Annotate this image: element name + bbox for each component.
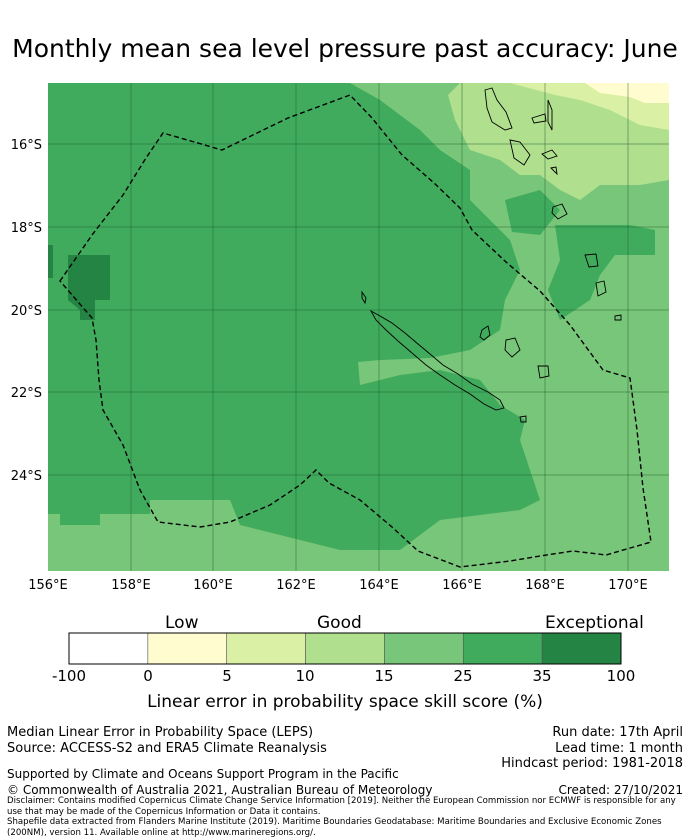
pentecost-island [547, 99, 553, 131]
copyright-text: © Commonwealth of Australia 2021, Austra… [7, 783, 433, 797]
map-title: Monthly mean sea level pressure past acc… [12, 34, 678, 63]
epi-island [550, 166, 558, 176]
colorbar-block-0 [68, 632, 149, 665]
graticule [48, 83, 669, 571]
lon-tick-166: 166°E [442, 578, 482, 593]
lat-tick-22s: 22°S [11, 386, 42, 401]
skill-field-0-5 [585, 83, 669, 103]
erromango-island [584, 253, 599, 268]
espiritu-santo-island [484, 87, 513, 131]
lon-tick-156: 156°E [28, 578, 68, 593]
lon-tick-170: 170°E [608, 578, 648, 593]
lifou-island [504, 337, 521, 358]
colorbar-category-exceptional: Exceptional [545, 613, 644, 633]
lead-time: Lead time: 1 month [555, 741, 683, 756]
colorbar [68, 632, 622, 665]
lat-tick-24s: 24°S [11, 469, 42, 484]
method-text: Median Linear Error in Probability Space… [7, 725, 314, 740]
skill-field-35-100-edge [48, 245, 53, 278]
disclaimer-block: Disclaimer: Contains modified Copernicus… [7, 796, 687, 838]
new-caledonia-island [369, 309, 505, 411]
colorbar-block-4 [384, 632, 464, 665]
lon-tick-158: 158°E [111, 578, 151, 593]
skill-field-10-15 [448, 83, 669, 200]
skill-field-25-35-east [548, 225, 655, 320]
aneityum-island [614, 314, 622, 321]
lat-tick-16s: 16°S [11, 138, 42, 153]
lat-tick-20s: 20°S [11, 304, 42, 319]
lon-tick-164: 164°E [359, 578, 399, 593]
shapefile-credit: Shapefile data extracted from Flanders M… [7, 817, 662, 838]
colorbar-tick-100: 100 [606, 667, 636, 685]
mare-island [537, 365, 550, 379]
colorbar-tick-25: 25 [453, 667, 473, 685]
colorbar-label: Linear error in probability space skill … [147, 692, 543, 712]
efate-island [551, 203, 568, 220]
colorbar-tick-15: 15 [374, 667, 394, 685]
colorbar-block-3 [305, 632, 385, 665]
support-text: Supported by Climate and Oceans Support … [7, 767, 399, 781]
colorbar-tick-m100: -100 [51, 667, 87, 685]
ambae-island [531, 113, 547, 124]
skill-field-25-35-ne [505, 190, 560, 235]
skill-field-15-25-patch [548, 411, 583, 420]
colorbar-tick-35: 35 [532, 667, 552, 685]
colorbar-category-good: Good [317, 613, 362, 633]
ouvea-island [479, 325, 491, 341]
coastlines [361, 87, 622, 423]
run-date: Run date: 17th April [552, 725, 683, 740]
created-date: Created: 27/10/2021 [558, 783, 683, 797]
lat-tick-18s: 18°S [11, 221, 42, 236]
colorbar-block-5 [462, 632, 543, 665]
ambrym-island [541, 149, 558, 160]
belep-island [361, 290, 367, 305]
hindcast-period: Hindcast period: 1981-2018 [501, 756, 683, 771]
colorbar-block-6 [541, 632, 622, 665]
disclaimer-text: Disclaimer: Contains modified Copernicus… [7, 796, 676, 817]
colorbar-tick-5: 5 [222, 667, 232, 685]
malekula-island [509, 139, 531, 166]
colorbar-block-1 [147, 632, 228, 665]
colorbar-category-low: Low [165, 613, 199, 633]
colorbar-tick-0: 0 [143, 667, 153, 685]
colorbar-tick-10: 10 [295, 667, 315, 685]
colorbar-block-2 [226, 632, 306, 665]
skill-map: 156°E 158°E 160°E 162°E 164°E 166°E 168°… [11, 83, 669, 593]
lon-tick-162: 162°E [276, 578, 316, 593]
tanna-island [595, 280, 607, 297]
isle-of-pines-island [519, 415, 527, 423]
lon-tick-168: 168°E [525, 578, 565, 593]
lon-tick-160: 160°E [193, 578, 233, 593]
source-text: Source: ACCESS-S2 and ERA5 Climate Reana… [7, 741, 327, 756]
skill-field-35-100 [68, 255, 110, 320]
